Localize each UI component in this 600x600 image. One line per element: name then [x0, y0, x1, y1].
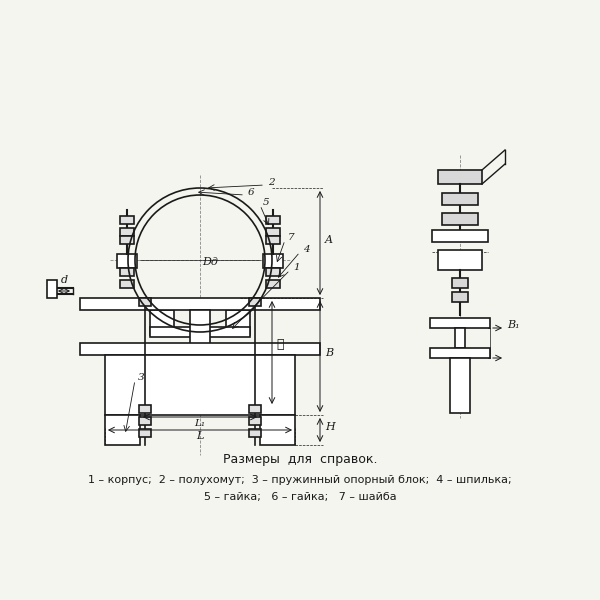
Text: 4: 4 — [303, 245, 310, 254]
Bar — [249, 429, 261, 437]
Bar — [249, 417, 261, 425]
Bar — [442, 193, 478, 205]
Bar — [80, 343, 320, 355]
Bar — [139, 298, 151, 306]
Text: L: L — [196, 431, 203, 441]
Bar — [105, 415, 140, 445]
Text: B: B — [325, 349, 333, 358]
Bar — [80, 298, 320, 310]
Bar — [120, 216, 134, 224]
Bar — [266, 216, 280, 224]
Bar — [150, 310, 174, 335]
Text: H: H — [325, 422, 335, 432]
Text: 5 – гайка;   6 – гайка;   7 – шайба: 5 – гайка; 6 – гайка; 7 – шайба — [203, 492, 397, 502]
Bar — [266, 228, 280, 236]
Text: A: A — [325, 235, 333, 245]
Bar — [249, 298, 261, 306]
Text: 1 – корпус;  2 – полухомут;  3 – пружинный опорный блок;  4 – шпилька;: 1 – корпус; 2 – полухомут; 3 – пружинный… — [88, 475, 512, 485]
Bar — [190, 310, 210, 345]
Text: 2: 2 — [268, 178, 275, 187]
Bar — [120, 268, 134, 276]
Bar — [139, 429, 151, 437]
Bar — [150, 327, 250, 337]
Bar — [260, 415, 295, 445]
Text: ℓ: ℓ — [276, 337, 284, 350]
Text: L₁: L₁ — [194, 419, 205, 428]
Text: 5: 5 — [263, 198, 269, 207]
Text: Dд: Dд — [202, 257, 218, 267]
Bar — [120, 228, 134, 236]
Bar — [438, 250, 482, 270]
Text: 1: 1 — [293, 263, 299, 272]
Text: Размеры  для  справок.: Размеры для справок. — [223, 454, 377, 467]
Bar — [438, 170, 482, 184]
Bar — [249, 405, 261, 413]
Text: 3: 3 — [138, 373, 145, 382]
Bar — [117, 254, 137, 268]
Bar — [105, 355, 295, 415]
Bar — [120, 236, 134, 244]
Text: d: d — [61, 275, 68, 285]
Bar — [266, 268, 280, 276]
Bar — [47, 280, 57, 298]
Bar — [139, 417, 151, 425]
Bar — [442, 213, 478, 225]
Bar — [226, 310, 250, 335]
Text: 6: 6 — [248, 188, 254, 197]
Bar — [452, 278, 468, 288]
Bar — [450, 358, 470, 413]
Bar — [266, 280, 280, 288]
Bar — [455, 328, 465, 348]
Bar — [430, 318, 490, 328]
Bar — [120, 280, 134, 288]
Bar — [266, 236, 280, 244]
Bar — [139, 405, 151, 413]
Bar — [452, 292, 468, 302]
Text: 7: 7 — [288, 233, 295, 242]
Bar — [263, 254, 283, 268]
Bar — [430, 348, 490, 358]
Bar — [432, 230, 488, 242]
Text: B₁: B₁ — [507, 320, 520, 330]
